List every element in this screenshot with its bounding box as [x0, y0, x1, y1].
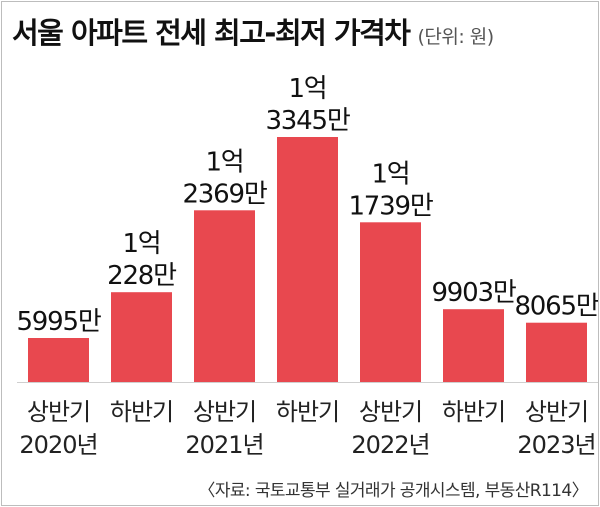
source-note: 〈자료: 국토교통부 실거래가 공개시스템, 부동산R114〉: [198, 481, 588, 501]
data-label-3-1: 1억: [205, 147, 243, 177]
bar-7: [526, 322, 587, 382]
bar-5: [360, 222, 421, 382]
data-label-2-1: 1억: [122, 229, 160, 259]
data-label-4-2: 3345만: [265, 106, 349, 136]
data-label-1-1: 5995만: [16, 307, 100, 337]
category-label-6: 하반기: [442, 398, 505, 426]
data-label-4-1: 1억: [288, 74, 326, 104]
category-label-3: 상반기: [193, 398, 256, 426]
data-label-5-1: 1억: [371, 159, 409, 189]
bar-2: [111, 292, 172, 382]
category-label-2: 하반기: [110, 398, 173, 426]
chart-title: 서울 아파트 전세 최고-최저 가격차: [12, 16, 411, 50]
bar-4: [277, 137, 338, 382]
title-row: 서울 아파트 전세 최고-최저 가격차 (단위: 원): [12, 10, 494, 52]
data-label-2-2: 228만: [107, 261, 176, 291]
data-label-6-1: 9903만: [431, 278, 515, 308]
category-label-5: 상반기: [359, 398, 422, 426]
year-label-7: 2023년: [517, 431, 595, 459]
year-label-3: 2021년: [185, 431, 263, 459]
unit-label: (단위: 원): [417, 26, 494, 48]
year-label-5: 2022년: [351, 431, 429, 459]
bar-6: [443, 309, 504, 382]
bar-1: [28, 338, 89, 382]
category-label-1: 상반기: [27, 398, 90, 426]
data-label-5-2: 1739만: [348, 191, 432, 221]
category-label-4: 하반기: [276, 398, 339, 426]
data-label-3-2: 2369만: [182, 179, 266, 209]
category-label-7: 상반기: [525, 398, 588, 426]
bar-3: [194, 210, 255, 382]
year-label-1: 2020년: [19, 431, 97, 459]
data-label-7-1: 8065만: [514, 292, 598, 322]
